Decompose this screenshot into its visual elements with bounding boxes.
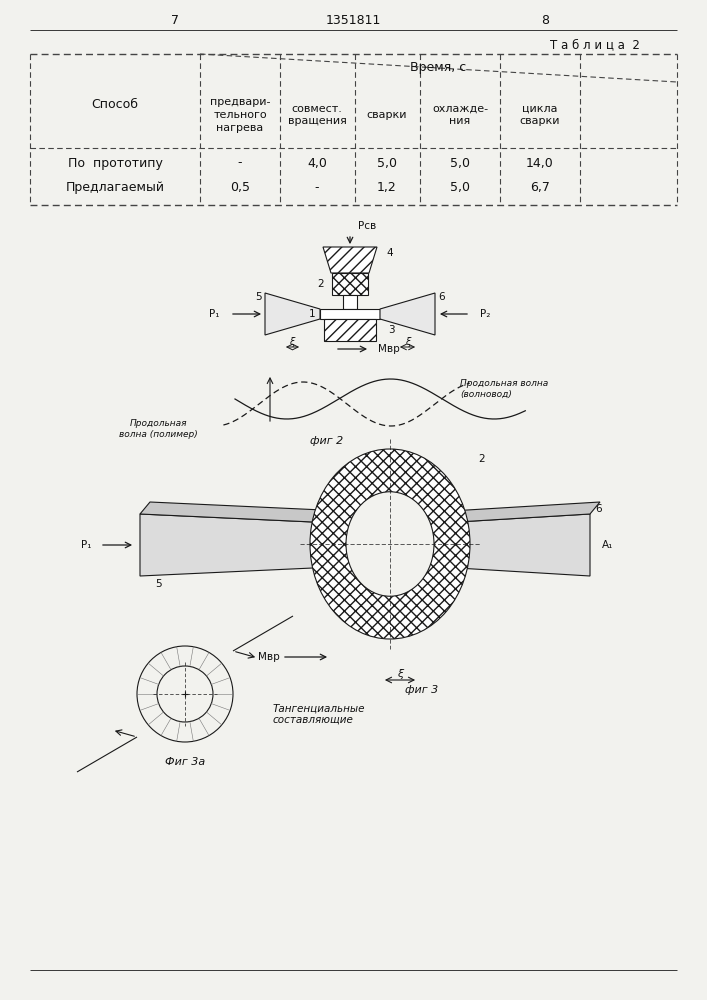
Text: 8: 8 — [541, 13, 549, 26]
Text: тельного: тельного — [214, 110, 267, 120]
Bar — [332, 273, 368, 295]
Text: 5,0: 5,0 — [450, 182, 470, 194]
Text: сварки: сварки — [367, 110, 407, 120]
Text: цикла: цикла — [522, 104, 558, 113]
Text: 5,0: 5,0 — [377, 156, 397, 169]
Text: фиг 3: фиг 3 — [405, 685, 438, 695]
Polygon shape — [380, 293, 435, 335]
Text: 4,0: 4,0 — [307, 156, 327, 169]
Text: 5: 5 — [255, 292, 262, 302]
Text: ξ: ξ — [405, 337, 411, 347]
Text: нагрева: нагрева — [216, 123, 264, 133]
Polygon shape — [323, 247, 377, 273]
Text: сварки: сварки — [520, 116, 560, 126]
Ellipse shape — [346, 492, 434, 596]
Text: Способ: Способ — [91, 99, 139, 111]
Text: ξ: ξ — [289, 337, 295, 347]
Text: 5,0: 5,0 — [450, 156, 470, 169]
Text: По  прототипу: По прототипу — [68, 156, 163, 169]
Polygon shape — [140, 514, 356, 576]
Text: 4: 4 — [386, 248, 392, 258]
Polygon shape — [265, 293, 320, 335]
Text: Мвр: Мвр — [378, 344, 399, 354]
Text: фиг 2: фиг 2 — [310, 436, 344, 446]
Text: -: - — [238, 156, 243, 169]
Text: P₁: P₁ — [209, 309, 220, 319]
Text: 14,0: 14,0 — [526, 156, 554, 169]
Text: Мвр: Мвр — [258, 652, 280, 662]
Bar — [343, 295, 357, 309]
Text: Т а б л и ц а  2: Т а б л и ц а 2 — [550, 38, 640, 51]
Text: 0,5: 0,5 — [230, 182, 250, 194]
Text: 2: 2 — [317, 279, 324, 289]
Text: Рсв: Рсв — [358, 221, 376, 231]
Text: Продольная волна
(волновод): Продольная волна (волновод) — [460, 379, 548, 399]
Polygon shape — [424, 502, 600, 524]
Text: совмест.: совмест. — [291, 104, 342, 113]
Ellipse shape — [310, 449, 470, 639]
Text: 2: 2 — [478, 454, 484, 464]
Text: Фиг 3а: Фиг 3а — [165, 757, 205, 767]
Text: 3: 3 — [388, 325, 395, 335]
Text: предвари-: предвари- — [210, 97, 270, 107]
Text: ξ: ξ — [397, 669, 403, 679]
Bar — [324, 319, 376, 341]
Text: 6: 6 — [595, 504, 602, 514]
Text: -: - — [315, 182, 320, 194]
Text: P₁: P₁ — [81, 540, 92, 550]
Text: 1,2: 1,2 — [377, 182, 397, 194]
Text: 6: 6 — [438, 292, 445, 302]
Text: вращения: вращения — [288, 116, 346, 126]
Text: 7: 7 — [171, 13, 179, 26]
Text: охлажде-: охлажде- — [432, 104, 488, 113]
Text: A₁: A₁ — [602, 540, 614, 550]
Text: P₂: P₂ — [480, 309, 491, 319]
Text: ξ: ξ — [355, 467, 361, 477]
Text: Тангенциальные
составляющие: Тангенциальные составляющие — [273, 703, 366, 725]
Text: 1351811: 1351811 — [325, 13, 380, 26]
Text: Продольная
волна (полимер): Продольная волна (полимер) — [119, 419, 197, 439]
Text: ния: ния — [450, 116, 471, 126]
Text: 5: 5 — [155, 579, 162, 589]
Text: Время, с: Время, с — [410, 62, 466, 75]
Polygon shape — [424, 514, 590, 576]
Bar — [320, 309, 380, 319]
Text: 1: 1 — [308, 309, 315, 319]
Polygon shape — [140, 502, 366, 524]
Text: 6,7: 6,7 — [530, 182, 550, 194]
Text: Предлагаемый: Предлагаемый — [66, 182, 165, 194]
